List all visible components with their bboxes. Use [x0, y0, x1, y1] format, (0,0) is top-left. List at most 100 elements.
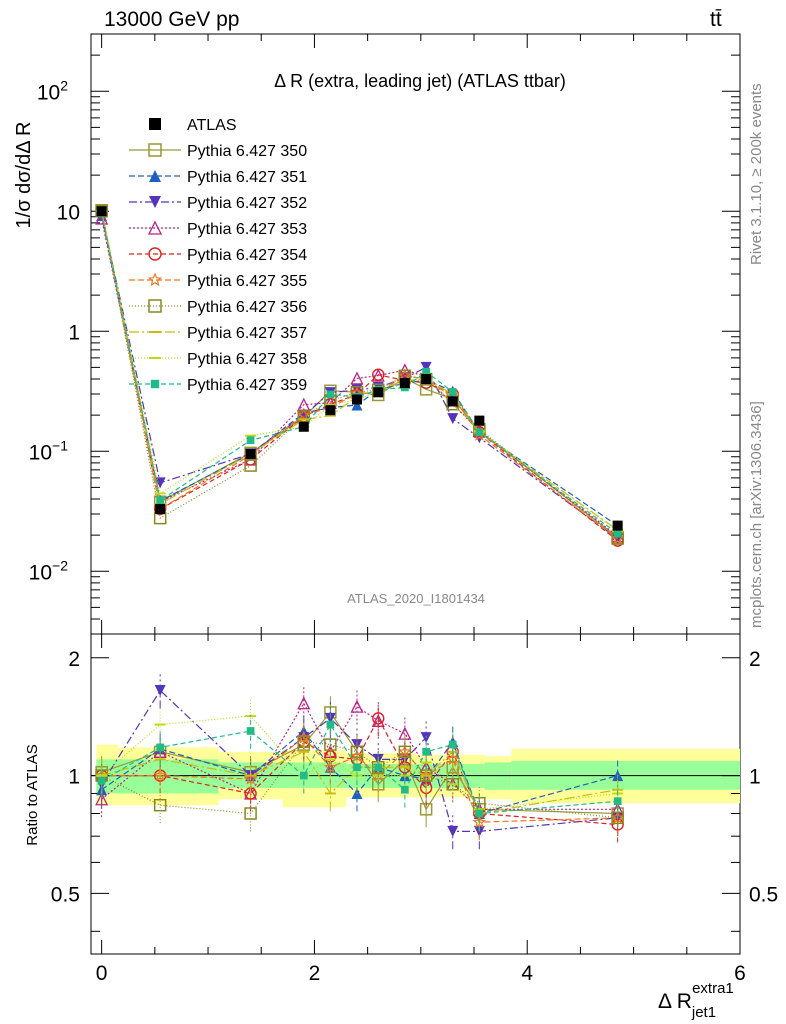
series-point-main — [372, 368, 385, 381]
series-point-ratio — [154, 684, 166, 696]
y-label-main: 1/σ dσ/dΔ R — [13, 122, 35, 229]
band-inner-6 — [484, 762, 512, 790]
series-point-ratio — [243, 771, 258, 785]
ratio-bands — [91, 744, 740, 808]
series-point-main — [326, 390, 335, 399]
y-tick-label: 10 — [57, 201, 80, 224]
series-line-ratio-6 — [101, 741, 618, 819]
series-point-ratio — [447, 825, 459, 837]
series-point-ratio — [372, 712, 385, 725]
series-point-main — [448, 388, 457, 396]
x-label-main: Δ R — [658, 990, 692, 1013]
series-point-main — [613, 529, 622, 538]
series-line-ratio-5 — [101, 736, 618, 823]
series-point-ratio — [299, 771, 308, 780]
series-line-main-9 — [101, 212, 618, 534]
y-tick-label: 102 — [37, 77, 68, 104]
atlas-point — [421, 374, 432, 385]
header-right: tt̄ — [710, 8, 722, 31]
x-tick-label: 2 — [309, 962, 321, 985]
series-point-ratio — [611, 811, 624, 825]
x-label: Δ Rjet1 extra1 — [658, 980, 734, 1021]
legend-marker — [147, 272, 163, 287]
legend-marker — [148, 143, 162, 157]
side-text-bottom-label: mcplots.cern.ch [arXiv:1306.3436] — [748, 401, 765, 628]
series-point-ratio — [448, 740, 457, 749]
series-point-ratio — [95, 792, 109, 806]
atlas-point — [325, 405, 336, 416]
y-tick-base: 10 — [57, 201, 80, 224]
series-point-ratio — [374, 763, 383, 772]
series-line-ratio-0 — [101, 711, 618, 815]
x-label-sup: extra1 — [692, 980, 734, 997]
series-point-ratio — [323, 760, 338, 773]
atlas-point — [155, 504, 166, 515]
series-line-ratio-4 — [101, 717, 618, 826]
plot-title: Δ R (extra, leading jet) (ATLAS ttbar) — [274, 71, 566, 91]
atlas-point — [399, 378, 410, 389]
ratio-y-tick-label-right: 0.5 — [749, 883, 778, 906]
series-point-main — [422, 367, 430, 376]
series-point-ratio — [350, 699, 364, 713]
series-point-main — [610, 531, 625, 545]
legend-label: Pythia 6.427 354 — [187, 247, 307, 264]
y-tick-base: 1 — [68, 321, 80, 344]
main-series — [94, 203, 625, 547]
legend-label: Pythia 6.427 358 — [187, 351, 307, 368]
series-point-main — [350, 371, 364, 385]
series-point-main — [244, 459, 257, 472]
series-line-ratio-9 — [101, 723, 618, 815]
series-point-ratio — [475, 809, 484, 818]
series-point-ratio — [422, 747, 430, 756]
series-line-ratio-1 — [101, 730, 618, 815]
series-line-main-6 — [101, 211, 618, 540]
series-point-main — [156, 496, 165, 505]
side-text-top-label: Rivet 3.1.10, ≥ 200k events — [748, 83, 765, 265]
legend-label: Pythia 6.427 355 — [187, 273, 307, 290]
series-point-ratio — [246, 727, 255, 735]
legend-label: ATLAS — [187, 117, 237, 134]
atlas-point — [612, 520, 623, 531]
y-tick-label: 10−1 — [29, 437, 69, 464]
x-tick-label: 4 — [521, 962, 533, 985]
legend-marker — [148, 299, 162, 313]
series-point-main — [475, 428, 484, 437]
series-line-main-3 — [101, 218, 618, 537]
legend-marker — [149, 196, 161, 208]
series-point-ratio — [401, 785, 409, 794]
legend-label: Pythia 6.427 357 — [187, 325, 307, 342]
side-text-bottom: mcplots.cern.ch [arXiv:1306.3436] — [748, 401, 765, 628]
watermark: ATLAS_2020_I1801434 — [347, 591, 485, 606]
legend-label: Pythia 6.427 353 — [187, 221, 307, 238]
series-point-main — [95, 211, 109, 225]
series-point-main — [447, 413, 459, 425]
ratio-y-tick-label-left: 1 — [68, 766, 80, 789]
series-point-ratio — [297, 696, 311, 710]
series-point-main — [297, 408, 311, 421]
ratio-y-tick-label-right: 1 — [749, 766, 761, 789]
y-tick-base: 10 — [29, 561, 52, 584]
legend-label: Pythia 6.427 350 — [187, 143, 307, 160]
series-line-main-2 — [101, 213, 618, 540]
x-label-sub: jet1 — [691, 1004, 716, 1021]
series-point-ratio — [153, 768, 167, 782]
legend-label: Pythia 6.427 351 — [187, 169, 307, 186]
atlas-point — [96, 206, 107, 217]
legend-marker — [149, 170, 161, 182]
series-point-main — [246, 436, 255, 445]
series-line-ratio-8 — [101, 715, 618, 810]
y-tick-exp: 2 — [60, 77, 68, 93]
header-left: 13000 GeV pp — [104, 8, 239, 31]
x-tick-label: 6 — [734, 962, 746, 985]
atlas-point — [447, 396, 458, 407]
series-point-ratio — [97, 776, 106, 785]
x-tick-label: 0 — [96, 962, 108, 985]
series-line-ratio-3 — [101, 702, 618, 810]
atlas-point — [474, 415, 485, 426]
series-line-main-8 — [101, 211, 618, 532]
legend-label: Pythia 6.427 359 — [187, 377, 307, 394]
legend-marker — [150, 379, 160, 389]
series-point-ratio — [244, 807, 257, 820]
